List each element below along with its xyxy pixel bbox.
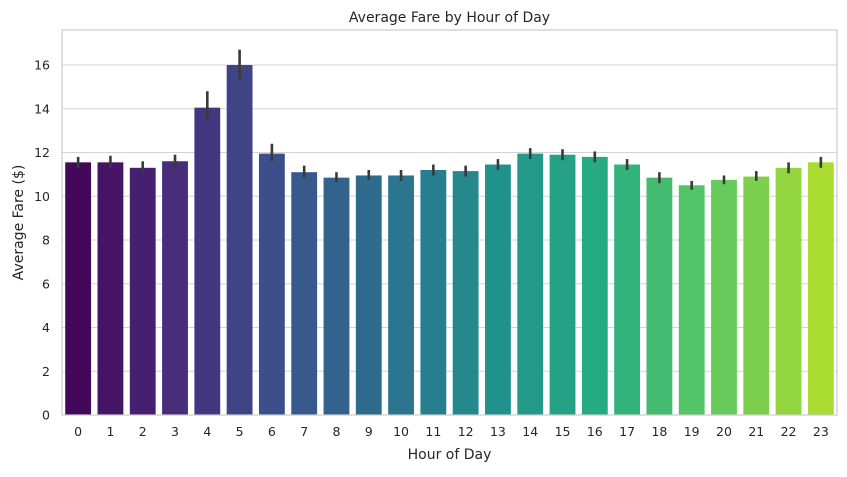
x-tick-label: 10 xyxy=(393,424,409,439)
bar-hour-1 xyxy=(97,162,124,415)
y-tick-label: 14 xyxy=(34,101,50,116)
bar-hour-17 xyxy=(614,164,641,415)
x-tick-label: 3 xyxy=(171,424,179,439)
bar-hour-20 xyxy=(711,179,737,415)
bars xyxy=(65,65,834,415)
plot-frame xyxy=(61,29,838,416)
bar-hour-15 xyxy=(549,154,576,415)
x-tick-label: 1 xyxy=(106,424,114,439)
y-tick-label: 12 xyxy=(34,145,50,160)
x-tick-label: 19 xyxy=(684,424,700,439)
x-tick-label: 15 xyxy=(555,424,571,439)
x-tick-label: 23 xyxy=(813,424,829,439)
bar-hour-13 xyxy=(485,164,511,415)
bar-hour-7 xyxy=(291,172,318,415)
bar-hour-19 xyxy=(678,185,705,415)
x-tick-label: 0 xyxy=(74,424,82,439)
y-tick-label: 0 xyxy=(42,408,50,423)
bar-hour-16 xyxy=(581,156,608,415)
bar-hour-3 xyxy=(162,161,188,415)
bar-hour-18 xyxy=(646,177,673,415)
bar-hour-10 xyxy=(388,175,414,415)
y-tick-label: 16 xyxy=(34,58,50,73)
x-tick-label: 8 xyxy=(333,424,341,439)
bar-hour-0 xyxy=(65,162,92,415)
y-tick-labels: 0 2 4 6 8 10 12 14 16 xyxy=(34,58,50,423)
bar-hour-23 xyxy=(807,162,834,415)
x-tick-label: 21 xyxy=(748,424,764,439)
x-tick-label: 2 xyxy=(139,424,147,439)
bar-hour-22 xyxy=(775,167,802,415)
x-axis-label: Hour of Day xyxy=(408,447,492,463)
x-tick-label: 4 xyxy=(203,424,211,439)
x-tick-label: 13 xyxy=(490,424,506,439)
bar-hour-14 xyxy=(517,153,544,415)
bar-hour-11 xyxy=(420,170,447,415)
y-axis-label: Average Fare ($) xyxy=(11,165,27,281)
gridlines xyxy=(62,64,837,416)
bar-hour-12 xyxy=(452,171,479,415)
y-tick-label: 4 xyxy=(42,320,50,335)
x-tick-label: 16 xyxy=(587,424,603,439)
x-tick-label: 14 xyxy=(522,424,538,439)
x-tick-label: 20 xyxy=(716,424,732,439)
y-tick-label: 8 xyxy=(42,233,50,248)
x-tick-label: 22 xyxy=(781,424,797,439)
bar-hour-2 xyxy=(129,167,156,415)
x-tick-label: 6 xyxy=(268,424,276,439)
bar-hour-4 xyxy=(194,107,221,415)
bar-hour-5 xyxy=(226,65,253,415)
x-tick-labels: 0 1 2 3 4 5 6 7 8 9 10 11 12 13 14 15 16 17 18 19 20 21 22 23 xyxy=(74,424,829,439)
bar-hour-21 xyxy=(743,176,770,415)
x-tick-label: 12 xyxy=(458,424,474,439)
x-tick-label: 17 xyxy=(619,424,635,439)
x-tick-label: 11 xyxy=(425,424,441,439)
bar-hour-8 xyxy=(323,177,350,415)
error-bars xyxy=(76,49,823,190)
bar-hour-9 xyxy=(355,175,382,415)
x-tick-label: 7 xyxy=(300,424,308,439)
bar-hour-6 xyxy=(258,153,285,415)
y-tick-label: 10 xyxy=(34,189,50,204)
y-tick-label: 6 xyxy=(42,276,50,291)
x-tick-label: 9 xyxy=(365,424,373,439)
x-tick-label: 5 xyxy=(236,424,244,439)
y-tick-label: 2 xyxy=(42,364,50,379)
chart-title: Average Fare by Hour of Day xyxy=(349,10,550,26)
x-tick-label: 18 xyxy=(651,424,667,439)
